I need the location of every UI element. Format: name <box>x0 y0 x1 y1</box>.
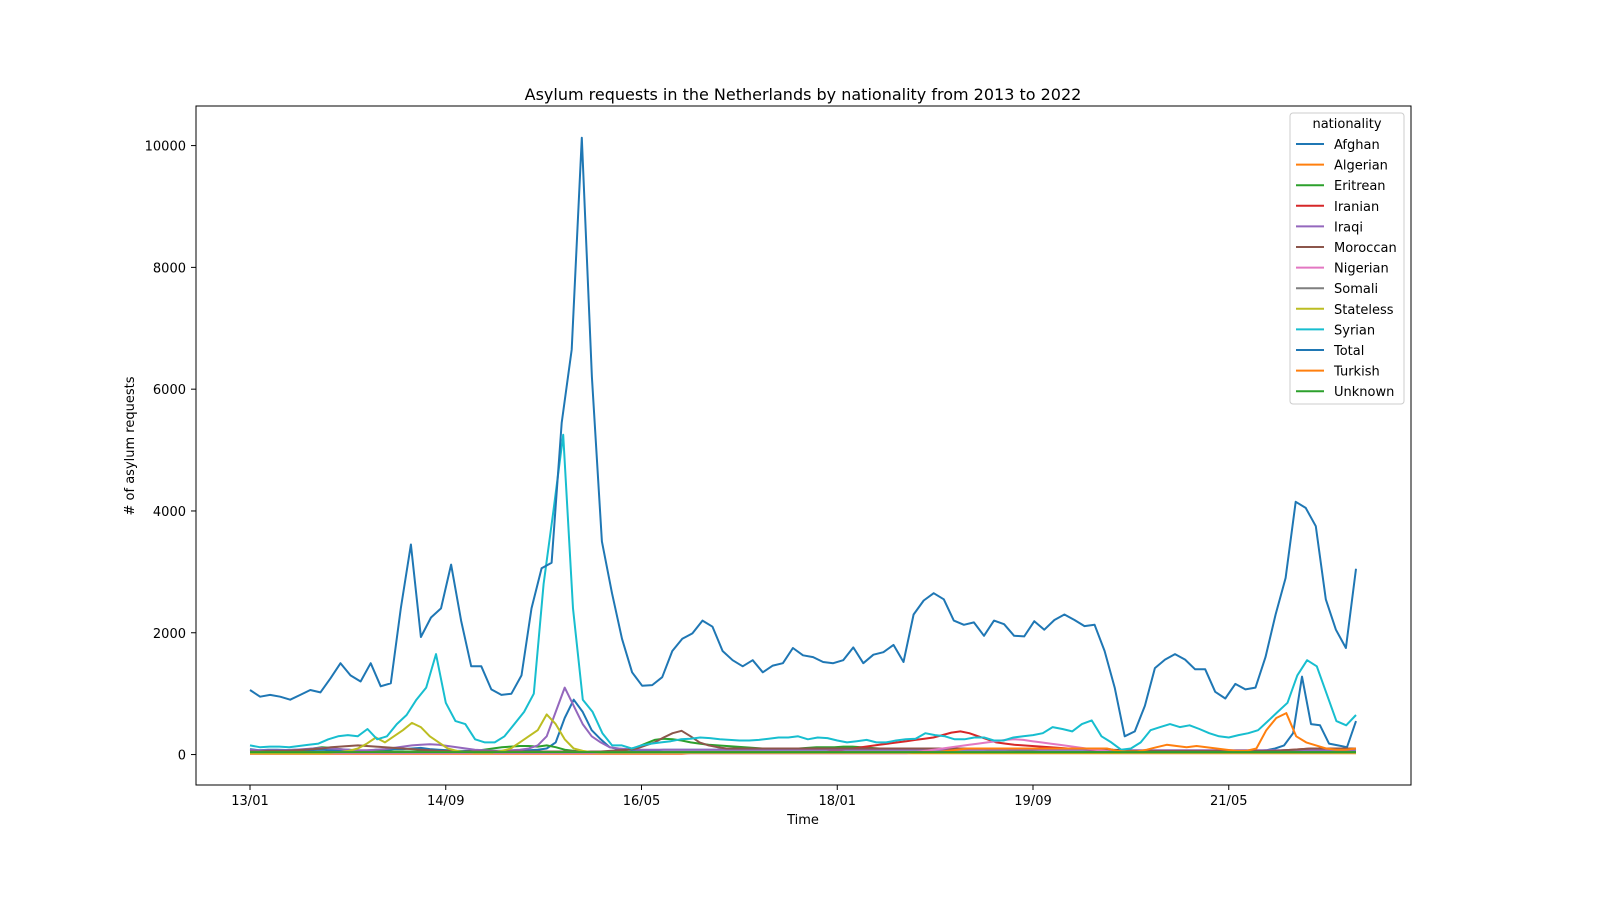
series-line-syrian <box>249 433 1357 751</box>
y-tick-label: 2000 <box>153 627 186 642</box>
legend-label-eritrean: Eritrean <box>1334 179 1386 194</box>
legend-label-syrian: Syrian <box>1334 323 1375 338</box>
x-tick-label: 13/01 <box>231 794 268 809</box>
legend-label-total: Total <box>1333 344 1364 359</box>
y-axis-label: # of asylum requests <box>123 376 138 515</box>
legend-label-afghan: Afghan <box>1334 138 1380 153</box>
series-line-moroccan <box>250 729 1356 753</box>
legend-label-algerian: Algerian <box>1334 159 1388 174</box>
legend: nationality Afghan Algerian Eritrean Irania… <box>1289 112 1405 405</box>
x-tick-label: 19/09 <box>1014 794 1051 809</box>
y-tick-label: 6000 <box>153 383 186 398</box>
legend-items: Afghan Algerian Eritrean Iranian Iraqi Morocc… <box>1296 138 1397 400</box>
legend-label-somali: Somali <box>1334 282 1378 297</box>
chart-title: Asylum requests in the Netherlands by na… <box>525 85 1082 104</box>
legend-label-unknown: Unknown <box>1334 385 1394 400</box>
y-axis: 0 2000 4000 6000 8000 10000 <box>145 140 196 764</box>
legend-label-iranian: Iranian <box>1334 200 1379 215</box>
legend-label-iraqi: Iraqi <box>1334 220 1363 235</box>
x-tick-label: 18/01 <box>819 794 856 809</box>
legend-label-turkish: Turkish <box>1333 365 1380 380</box>
series-line-total <box>249 136 1357 738</box>
legend-label-nigerian: Nigerian <box>1334 262 1389 277</box>
x-axis-label: Time <box>786 813 819 828</box>
x-axis: 13/01 14/09 16/05 18/01 19/09 21/05 <box>231 785 1247 809</box>
plot-lines <box>249 136 1357 755</box>
legend-label-stateless: Stateless <box>1334 303 1394 318</box>
y-tick-label: 4000 <box>153 505 186 520</box>
y-tick-label: 8000 <box>153 261 186 276</box>
x-tick-label: 16/05 <box>623 794 660 809</box>
y-tick-label: 0 <box>178 749 186 764</box>
x-tick-label: 14/09 <box>427 794 464 809</box>
legend-title: nationality <box>1312 117 1381 132</box>
y-tick-label: 10000 <box>145 140 186 155</box>
plot-frame <box>195 105 1412 786</box>
legend-box <box>1289 112 1405 405</box>
legend-label-moroccan: Moroccan <box>1334 241 1397 256</box>
x-tick-label: 21/05 <box>1210 794 1247 809</box>
